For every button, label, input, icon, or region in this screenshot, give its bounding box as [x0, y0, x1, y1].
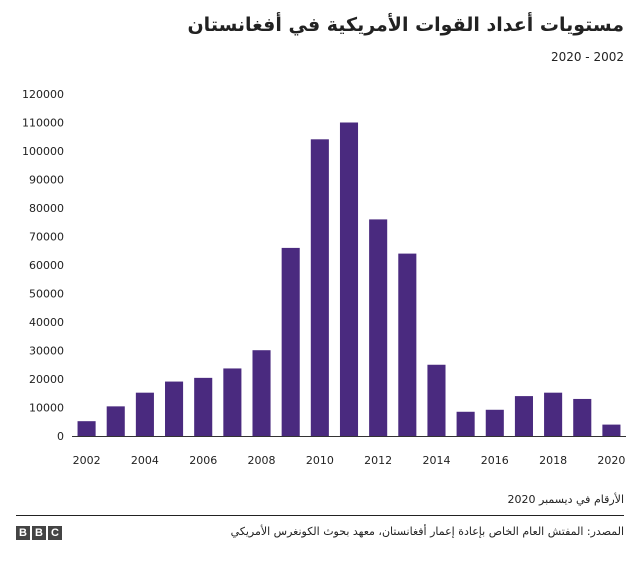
bar-2003: [106, 406, 125, 436]
y-tick-label: 90000: [29, 174, 64, 187]
y-tick-label: 20000: [29, 373, 64, 386]
bar-2014: [427, 364, 446, 436]
x-tick-label: 2006: [189, 454, 217, 467]
bar-2006: [194, 377, 213, 436]
bbc-logo-letter: B: [32, 526, 46, 540]
bbc-logo-letter: C: [48, 526, 62, 540]
x-tick-label: 2002: [73, 454, 101, 467]
x-tick-label: 2010: [306, 454, 334, 467]
chart-title: مستويات أعداد القوات الأمريكية في أفغانس…: [187, 14, 624, 36]
y-tick-label: 0: [57, 430, 64, 443]
bar-chart: 0 10000 20000 30000 40000 50000 60000 70000 8000…: [22, 88, 626, 467]
bar-2009: [281, 247, 300, 436]
bar-2015: [456, 411, 475, 436]
x-tick-label: 2020: [597, 454, 625, 467]
y-tick-label: 30000: [29, 345, 64, 358]
bar-2020: [602, 424, 621, 436]
x-tick-label: 2004: [131, 454, 159, 467]
bbc-logo-letter: B: [16, 526, 30, 540]
chart-subtitle: 2020 - 2002: [550, 50, 624, 64]
bar-2002: [77, 421, 96, 436]
x-tick-label: 2012: [364, 454, 392, 467]
y-tick-label: 110000: [22, 117, 64, 130]
bar-2012: [369, 219, 388, 436]
bar-2018: [544, 392, 563, 436]
bar-2005: [165, 381, 184, 436]
bar-2017: [514, 396, 533, 436]
bar-2019: [573, 398, 592, 436]
data-note: الأرقام في ديسمبر 2020: [507, 493, 625, 506]
bar-2008: [252, 350, 271, 436]
y-tick-label: 80000: [29, 202, 64, 215]
x-tick-label: 2016: [481, 454, 509, 467]
bar-2016: [485, 409, 504, 436]
y-tick-label: 100000: [22, 145, 64, 158]
bar-2007: [223, 368, 242, 436]
x-tick-label: 2008: [248, 454, 276, 467]
y-tick-label: 70000: [29, 231, 64, 244]
y-tick-label: 60000: [29, 259, 64, 272]
bar-2010: [310, 139, 329, 436]
x-tick-label: 2014: [422, 454, 450, 467]
y-tick-label: 120000: [22, 88, 64, 101]
footer-divider: [16, 515, 624, 516]
x-tick-label: 2018: [539, 454, 567, 467]
bar-2004: [135, 392, 154, 436]
y-tick-label: 10000: [29, 402, 64, 415]
y-tick-label: 50000: [29, 288, 64, 301]
bar-2011: [339, 122, 359, 436]
bar-2013: [398, 253, 417, 436]
y-tick-label: 40000: [29, 316, 64, 329]
source-text: المصدر: المفتش العام الخاص بإعادة إعمار …: [230, 525, 624, 538]
bbc-logo: B B C: [16, 526, 62, 540]
